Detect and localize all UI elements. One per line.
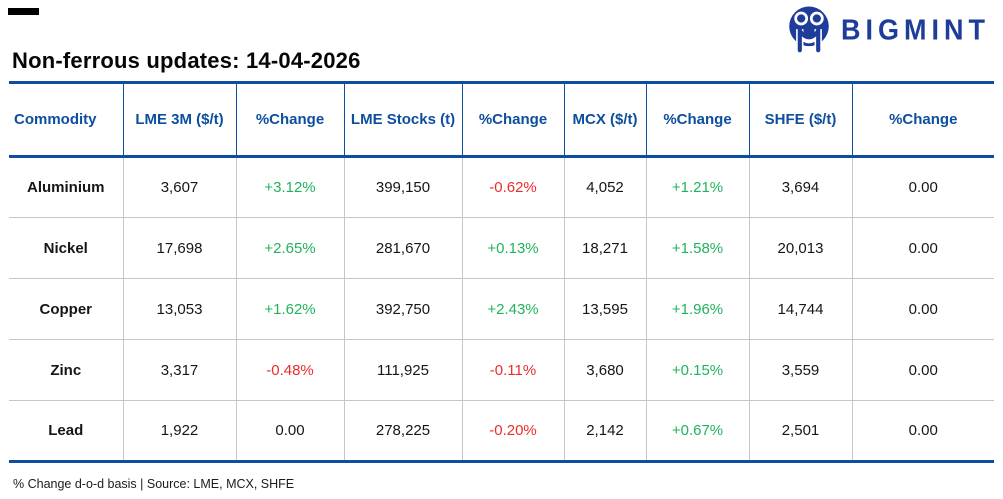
bigmint-logo-icon	[786, 5, 832, 55]
value-cell: 18,271	[564, 217, 647, 279]
page-title: Non-ferrous updates: 14-04-2026	[12, 48, 361, 73]
col-header-lme-change: %Change	[236, 82, 345, 158]
value-cell: +2.65%	[236, 217, 345, 279]
table-header-row: Commodity LME 3M ($/t) %Change LME Stock…	[9, 82, 994, 158]
value-cell: +2.43%	[462, 278, 565, 340]
value-cell: +0.15%	[646, 339, 750, 401]
value-cell: 392,750	[344, 278, 463, 340]
col-header-shfe-change: %Change	[852, 82, 994, 158]
value-cell: 13,595	[564, 278, 647, 340]
value-cell: 20,013	[749, 217, 853, 279]
value-cell: 0.00	[236, 400, 345, 462]
value-cell: 399,150	[344, 156, 463, 218]
table-row-copper: Copper 13,053 +1.62% 392,750 +2.43% 13,5…	[9, 278, 994, 340]
value-cell: 3,607	[123, 156, 237, 218]
col-header-lme-stocks: LME Stocks (t)	[344, 82, 463, 158]
commodity-cell: Aluminium	[9, 156, 124, 218]
value-cell: +0.67%	[646, 400, 750, 462]
col-header-commodity: Commodity	[9, 82, 124, 158]
value-cell: 2,501	[749, 400, 853, 462]
value-cell: +1.21%	[646, 156, 750, 218]
value-cell: -0.62%	[462, 156, 565, 218]
commodity-table: Commodity LME 3M ($/t) %Change LME Stock…	[9, 81, 994, 463]
commodity-cell: Nickel	[9, 217, 124, 279]
table-row-aluminium: Aluminium 3,607 +3.12% 399,150 -0.62% 4,…	[9, 156, 994, 218]
value-cell: 2,142	[564, 400, 647, 462]
value-cell: 13,053	[123, 278, 237, 340]
table-row-zinc: Zinc 3,317 -0.48% 111,925 -0.11% 3,680 +…	[9, 339, 994, 401]
col-header-lme-3m: LME 3M ($/t)	[123, 82, 237, 158]
value-cell: 0.00	[852, 217, 994, 279]
value-cell: 3,559	[749, 339, 853, 401]
value-cell: 111,925	[344, 339, 463, 401]
col-header-mcx-change: %Change	[646, 82, 750, 158]
table-row-lead: Lead 1,922 0.00 278,225 -0.20% 2,142 +0.…	[9, 400, 994, 462]
value-cell: -0.48%	[236, 339, 345, 401]
value-cell: 0.00	[852, 156, 994, 218]
value-cell: 4,052	[564, 156, 647, 218]
value-cell: 0.00	[908, 422, 938, 439]
value-cell: 14,744	[749, 278, 853, 340]
commodity-cell: Zinc	[9, 339, 124, 401]
bigmint-logo-text: BIGMINT	[841, 13, 990, 46]
col-header-shfe: SHFE ($/t)	[749, 82, 853, 158]
value-cell: +1.62%	[236, 278, 345, 340]
value-cell: -0.20%	[462, 400, 565, 462]
value-cell: +3.12%	[236, 156, 345, 218]
value-cell: 0.00	[852, 278, 994, 340]
value-cell: 17,698	[123, 217, 237, 279]
source-note: % Change d-o-d basis | Source: LME, MCX,…	[13, 477, 295, 491]
value-cell: 3,680	[564, 339, 647, 401]
value-cell: 1,922	[123, 400, 237, 462]
table-row-nickel: Nickel 17,698 +2.65% 281,670 +0.13% 18,2…	[9, 217, 994, 279]
value-cell: 3,317	[123, 339, 237, 401]
commodity-cell: Lead	[9, 400, 124, 462]
value-cell: +1.58%	[646, 217, 750, 279]
value-cell: 3,694	[749, 156, 853, 218]
value-cell: -0.11%	[462, 339, 565, 401]
value-cell: +1.96%	[646, 278, 750, 340]
value-cell: 0.00	[852, 339, 994, 401]
commodity-cell: Copper	[9, 278, 124, 340]
col-header-stocks-change: %Change	[462, 82, 565, 158]
value-cell: 281,670	[344, 217, 463, 279]
top-left-black-bar	[8, 8, 39, 15]
col-header-mcx: MCX ($/t)	[564, 82, 647, 158]
bigmint-logo: BIGMINT	[786, 5, 990, 55]
value-cell: +0.13%	[462, 217, 565, 279]
value-cell: 278,225	[344, 400, 463, 462]
